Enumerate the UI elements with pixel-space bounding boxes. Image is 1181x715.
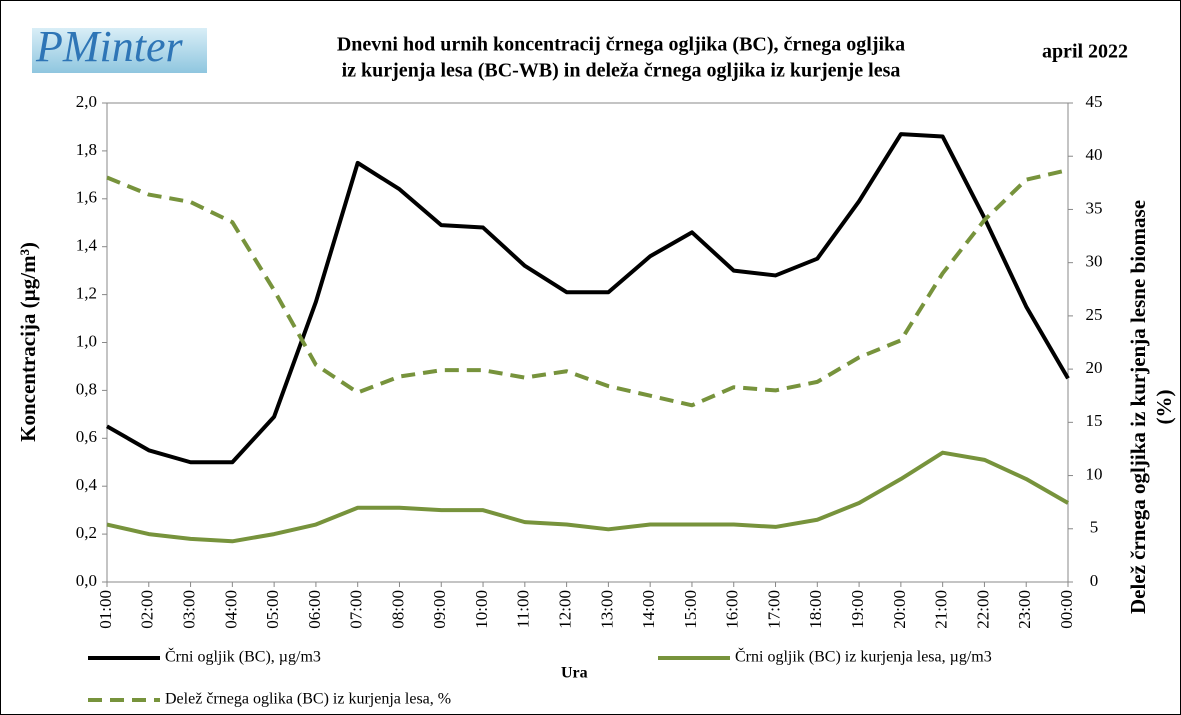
y-tick-label: 1,0: [76, 331, 97, 350]
y2-axis-title: (%): [1152, 390, 1176, 425]
y-tick-label: 0,8: [76, 379, 97, 398]
logo-box: [32, 28, 207, 73]
x-tick-label: 15:00: [681, 590, 700, 629]
y2-tick-label: 20: [1086, 358, 1103, 377]
x-tick-label: 13:00: [597, 590, 616, 629]
y-tick-label: 1,6: [76, 188, 97, 207]
x-tick-label: 12:00: [556, 590, 575, 629]
y2-tick-label: 15: [1086, 411, 1103, 430]
chart-title: iz kurjenja lesa (BC-WB) in deleža črneg…: [342, 60, 901, 82]
y2-tick-label: 0: [1090, 571, 1099, 590]
x-tick-label: 10:00: [472, 590, 491, 629]
y2-axis-title: Delež črnega ogljika iz kurjenja lesne b…: [1126, 200, 1150, 614]
x-tick-label: 07:00: [347, 590, 366, 629]
logo: PMinter: [35, 22, 184, 71]
y2-tick-label: 30: [1086, 252, 1103, 271]
x-tick-label: 05:00: [263, 590, 282, 629]
y2-tick-label: 40: [1086, 145, 1103, 164]
x-tick-label: 23:00: [1015, 590, 1034, 629]
y-tick-label: 1,4: [76, 236, 98, 255]
legend-label: Delež črnega oglika (BC) iz kurjenja les…: [165, 691, 451, 708]
x-tick-label: 19:00: [848, 590, 867, 629]
x-tick-label: 09:00: [430, 590, 449, 629]
y-tick-label: 1,8: [76, 140, 97, 159]
series-line: [106, 168, 1069, 408]
y-tick-label: 0,4: [76, 475, 98, 494]
x-tick-label: 22:00: [973, 590, 992, 629]
x-tick-label: 02:00: [138, 590, 157, 629]
y-tick-label: 1,2: [76, 284, 97, 303]
x-tick-label: 03:00: [179, 590, 198, 629]
y-axis-title: Koncentracija (µg/m³): [16, 242, 40, 442]
y2-tick-label: 10: [1086, 464, 1103, 483]
x-tick-label: 16:00: [723, 590, 742, 629]
x-axis-title: Ura: [561, 665, 588, 682]
x-tick-label: 08:00: [388, 590, 407, 629]
y2-tick-label: 45: [1086, 92, 1103, 111]
y-tick-label: 0,6: [76, 427, 97, 446]
y2-tick-label: 35: [1086, 198, 1103, 217]
x-tick-label: 17:00: [764, 590, 783, 629]
y2-tick-label: 25: [1086, 305, 1103, 324]
x-tick-label: 11:00: [514, 590, 533, 628]
chart-title: Dnevni hod urnih koncentracij črnega ogl…: [337, 34, 905, 56]
y2-tick-label: 5: [1090, 518, 1099, 537]
x-tick-label: 01:00: [96, 590, 115, 629]
x-tick-label: 20:00: [890, 590, 909, 629]
x-tick-label: 14:00: [639, 590, 658, 629]
x-tick-label: 18:00: [806, 590, 825, 629]
period: april 2022: [1042, 41, 1128, 63]
x-tick-label: 00:00: [1057, 590, 1076, 629]
y-tick-label: 0,0: [76, 571, 97, 590]
legend-label: Črni ogljik (BC) iz kurjenja lesa, µg/m3: [735, 647, 992, 666]
x-tick-label: 06:00: [305, 590, 324, 629]
y-tick-label: 2,0: [76, 92, 97, 111]
y-tick-label: 0,2: [76, 523, 97, 542]
series-line: [106, 132, 1070, 465]
x-tick-label: 04:00: [221, 590, 240, 629]
legend-label: Črni ogljik (BC), µg/m3: [165, 647, 321, 666]
series-line: [106, 450, 1069, 544]
x-tick-label: 21:00: [932, 590, 951, 629]
